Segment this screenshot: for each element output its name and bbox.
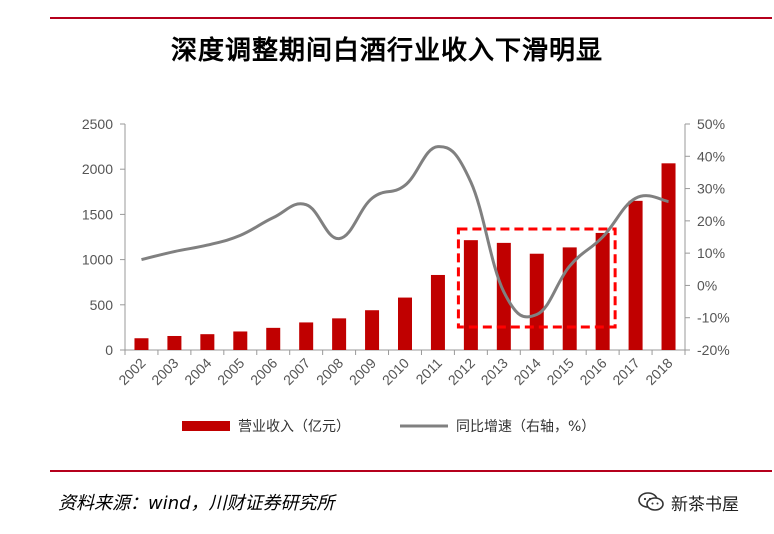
legend-line-label: 同比增速（右轴，%） [456, 419, 595, 435]
bar [398, 297, 412, 350]
watermark: 新茶书屋 [637, 490, 739, 515]
x-tick-label: 2008 [313, 355, 346, 388]
highlight-rect [456, 227, 617, 329]
x-tick-label: 2005 [214, 355, 247, 388]
top-rule [50, 17, 772, 19]
x-tick-label: 2004 [181, 355, 214, 388]
bar [661, 163, 676, 350]
left-tick-label: 2500 [82, 116, 113, 132]
watermark-text: 新茶书屋 [671, 494, 739, 515]
bar [529, 253, 544, 350]
left-tick-label: 1000 [82, 252, 113, 268]
right-tick-label: 30% [697, 181, 725, 197]
bar [365, 310, 380, 350]
bar [233, 331, 248, 350]
growth-line [141, 145, 669, 319]
wechat-icon [638, 492, 664, 511]
x-tick-label: 2016 [576, 355, 609, 388]
right-tick-label: 10% [697, 245, 725, 261]
bar [299, 322, 314, 350]
right-tick-label: -20% [697, 342, 730, 358]
right-tick-label: 50% [697, 116, 725, 132]
highlight-box [456, 227, 617, 329]
x-tick-label: 2018 [642, 355, 675, 388]
left-tick-label: 1500 [82, 206, 113, 222]
right-tick-label: -10% [697, 310, 730, 326]
x-tick-label: 2010 [379, 355, 412, 388]
bar [200, 334, 215, 350]
x-tick-label: 2015 [543, 355, 576, 388]
bar [496, 242, 511, 350]
x-tick-label: 2002 [115, 355, 148, 388]
bar [134, 338, 149, 350]
x-tick-label: 2009 [346, 355, 379, 388]
bar-series [134, 163, 676, 350]
bar [628, 200, 643, 350]
x-tick-label: 2011 [412, 355, 445, 388]
left-tick-label: 500 [90, 297, 114, 313]
left-tick-label: 2000 [82, 161, 113, 177]
bar [332, 318, 347, 350]
x-tick-label: 2012 [445, 355, 478, 388]
right-tick-label: 40% [697, 148, 725, 164]
bar [463, 240, 478, 350]
bar [430, 274, 445, 350]
legend: 营业收入（亿元） 同比增速（右轴，%） [182, 419, 595, 435]
source-note: 资料来源：wind，川财证券研究所 [58, 493, 335, 514]
bar [167, 335, 182, 350]
x-tick-label: 2013 [478, 355, 511, 388]
legend-bar-swatch [182, 421, 230, 431]
bar [595, 232, 610, 350]
line-series [141, 145, 669, 319]
x-tick-label: 2003 [148, 355, 181, 388]
x-tick-label: 2006 [247, 355, 280, 388]
legend-bar-label: 营业收入（亿元） [238, 419, 350, 435]
chart: 0 500 1000 1500 2000 2500 -20% -10% 0% 10% 20% 30% 4… [82, 116, 730, 435]
chart-title: 深度调整期间白酒行业收入下滑明显 [170, 36, 603, 66]
bar [266, 327, 281, 350]
left-tick-label: 0 [105, 342, 113, 358]
bottom-rule [50, 470, 772, 472]
x-tick-label: 2014 [511, 355, 544, 388]
x-tick-label: 2017 [609, 355, 642, 388]
x-tick-label: 2007 [280, 355, 313, 388]
right-tick-label: 20% [697, 213, 725, 229]
right-tick-label: 0% [697, 277, 717, 293]
